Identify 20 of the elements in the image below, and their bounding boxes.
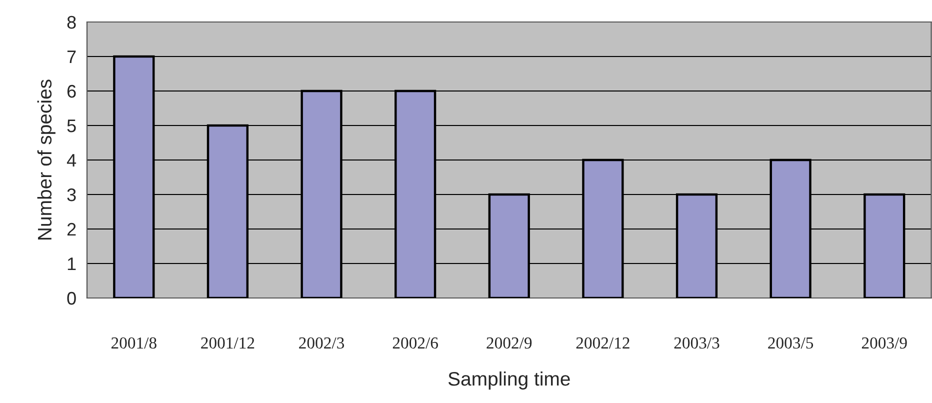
y-tick-label: 5 [67, 120, 76, 132]
y-tick-label: 6 [67, 84, 76, 98]
x-tick-label: 2003/9 [862, 337, 907, 349]
x-tick-label: 2001/12 [201, 337, 254, 349]
x-tick-label: 2001/8 [111, 337, 156, 349]
x-tick-label: 2002/3 [299, 337, 344, 349]
y-tick-label: 1 [68, 258, 76, 270]
y-tick-label: 4 [66, 154, 76, 167]
y-tick-label: 7 [67, 50, 76, 64]
x-tick-label: 2002/6 [392, 337, 438, 349]
y-tick-label: 0 [67, 292, 76, 305]
x-tick-label: 2002/9 [486, 337, 532, 349]
y-tick-label: 2 [67, 222, 76, 236]
x-tick-label: 2003/3 [674, 337, 720, 349]
x-tick-label: 2003/5 [768, 337, 814, 349]
y-tick-label: 3 [67, 188, 76, 202]
x-tick-label: 2002/12 [576, 337, 630, 349]
x-axis-title: Sampling time [448, 371, 570, 390]
y-axis-title: Number of species [37, 80, 56, 240]
y-tick-label: 8 [67, 16, 76, 29]
